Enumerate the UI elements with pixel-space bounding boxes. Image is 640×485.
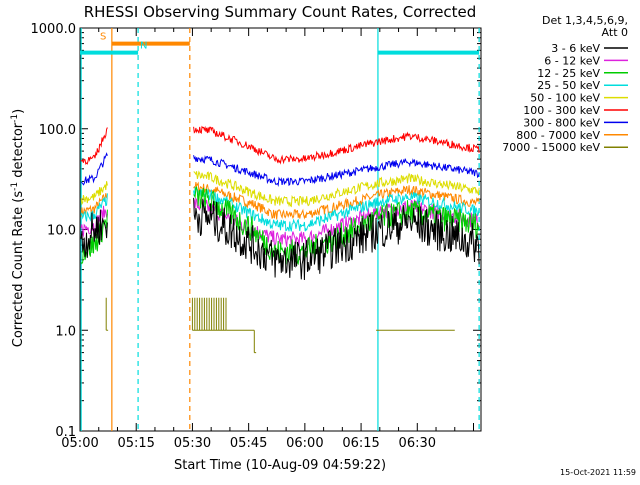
series-line — [80, 193, 108, 217]
series-line — [193, 181, 480, 220]
x-axis-label: Start Time (10-Aug-09 04:59:22) — [174, 458, 386, 473]
y-tick-label: 1.0 — [55, 324, 76, 339]
state-annotation: S — [100, 32, 106, 43]
series-line — [193, 170, 480, 208]
x-tick-label: 05:15 — [117, 436, 154, 451]
series-line — [193, 185, 480, 266]
y-tick-label: 0.1 — [55, 425, 76, 440]
y-axis-label-sup1: -1 — [10, 182, 20, 191]
series-line — [193, 186, 480, 232]
series-line — [80, 152, 108, 186]
series-line — [193, 125, 480, 165]
series-events — [105, 297, 109, 331]
x-tick-label: 06:00 — [286, 436, 323, 451]
y-axis-label-sup2: -1 — [10, 114, 20, 123]
legend-header-2: Att 0 — [602, 26, 628, 39]
legend-label: 7000 - 15000 keV — [502, 141, 600, 154]
series-events — [253, 330, 257, 354]
series-line — [80, 193, 108, 222]
y-axis-label-post: ) — [11, 109, 26, 114]
y-tick-label: 1000.0 — [31, 22, 77, 37]
legend-label: 25 - 50 keV — [537, 79, 600, 92]
x-tick-label: 05:00 — [61, 436, 98, 451]
series-line — [80, 209, 108, 258]
state-annotation: N — [140, 41, 147, 52]
legend-label: 100 - 300 keV — [523, 104, 600, 117]
series-events — [191, 297, 227, 331]
x-tick-label: 06:30 — [399, 436, 436, 451]
legend-label: 6 - 12 keV — [544, 54, 600, 67]
legend-label: 50 - 100 keV — [530, 92, 600, 105]
series-line — [193, 197, 480, 281]
y-axis-label-mid: detector — [11, 122, 26, 182]
series-line — [193, 155, 480, 188]
legend-label: 3 - 6 keV — [551, 42, 600, 55]
y-tick-label: 100.0 — [39, 123, 76, 138]
series-line — [80, 205, 108, 238]
series-line — [80, 181, 108, 206]
plot-area: 0.1 1.0 10.0 100.0 1000.0 05:00 05:15 05:30 05:4… — [31, 22, 482, 451]
legend-header-1: Det 1,3,4,5,6,9, — [542, 14, 628, 27]
legend-label: 300 - 800 keV — [523, 116, 600, 129]
x-tick-label: 05:30 — [174, 436, 211, 451]
timestamp: 15-Oct-2021 11:59 — [560, 468, 636, 477]
y-tick-label: 10.0 — [47, 224, 76, 239]
y-axis-label: Corrected Count Rate (s-1 detector-1) — [10, 109, 26, 347]
legend-label: 12 - 25 keV — [537, 67, 600, 80]
x-tick-label: 06:15 — [342, 436, 379, 451]
legend-label: 800 - 7000 keV — [516, 129, 600, 142]
x-tick-label: 05:45 — [230, 436, 267, 451]
y-axis-label-pre: Corrected Count Rate (s — [11, 191, 26, 348]
series-line — [80, 127, 108, 165]
chart-title: RHESSI Observing Summary Count Rates, Co… — [84, 3, 477, 21]
